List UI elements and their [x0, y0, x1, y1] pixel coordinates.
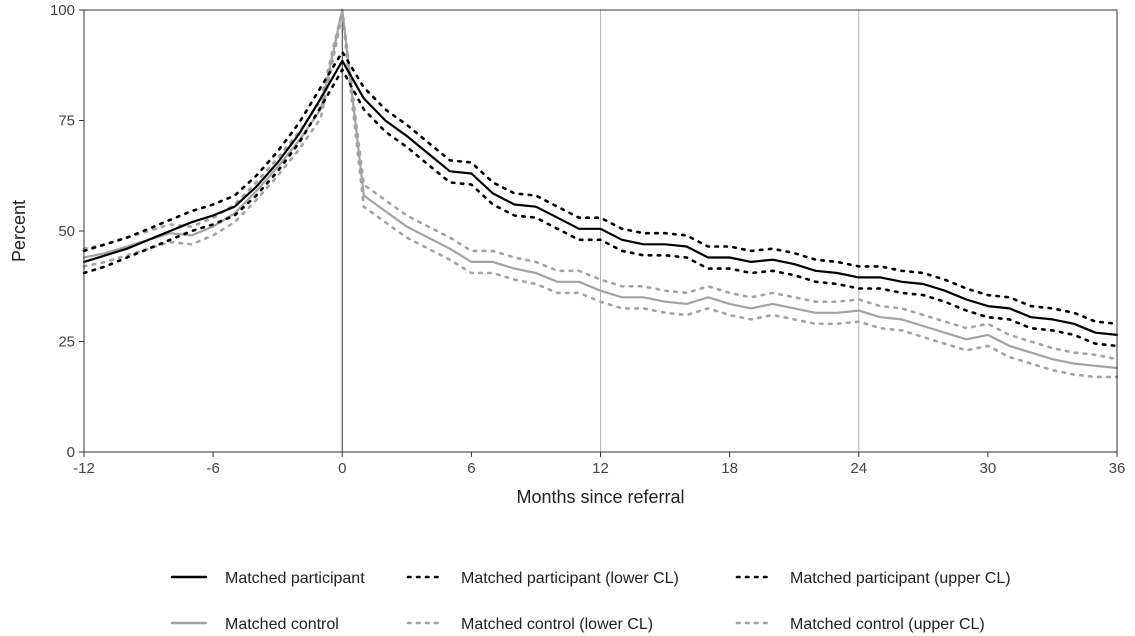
y-tick-label: 75	[58, 113, 75, 130]
legend-label: Matched control (upper CL)	[790, 616, 985, 633]
x-tick-label: -6	[206, 460, 219, 477]
x-tick-label: 30	[980, 460, 997, 477]
legend-label: Matched control (lower CL)	[461, 616, 653, 633]
x-axis-title: Months since referral	[516, 487, 684, 507]
legend-label: Matched control	[225, 616, 339, 633]
y-tick-label: 100	[50, 2, 75, 19]
x-tick-label: 18	[721, 460, 738, 477]
legend: Matched participant Matched participant (…	[170, 570, 1011, 633]
x-tick-label: 0	[338, 460, 346, 477]
series-line-matched-control	[82, 8, 1119, 370]
y-tick-label: 50	[58, 223, 75, 240]
x-tick-label: 12	[592, 460, 609, 477]
x-tick-label: -12	[73, 460, 95, 477]
x-axis: -12 -6 0 6 12 18 24 30 36	[73, 452, 1125, 477]
x-tick-label: 24	[850, 460, 867, 477]
series-line-matched-control-lower-cl	[82, 13, 1119, 379]
series-line-matched-participant-upper-cl	[82, 50, 1119, 326]
legend-label: Matched participant	[225, 570, 365, 587]
legend-label: Matched participant (upper CL)	[790, 570, 1011, 587]
x-tick-label: 6	[467, 460, 475, 477]
reference-lines	[341, 10, 860, 452]
y-axis: 0 25 50 75 100	[50, 2, 84, 461]
series-lines	[82, 8, 1119, 379]
legend-label: Matched participant (lower CL)	[461, 570, 679, 587]
y-tick-label: 25	[58, 334, 75, 351]
x-tick-label: 36	[1109, 460, 1126, 477]
y-axis-title: Percent	[9, 200, 29, 262]
y-tick-label: 0	[67, 444, 75, 461]
plot-border	[83, 9, 1118, 453]
series-line-matched-participant-lower-cl	[82, 68, 1119, 348]
series-line-matched-participant	[82, 59, 1119, 336]
series-line-matched-control-upper-cl	[82, 8, 1119, 361]
